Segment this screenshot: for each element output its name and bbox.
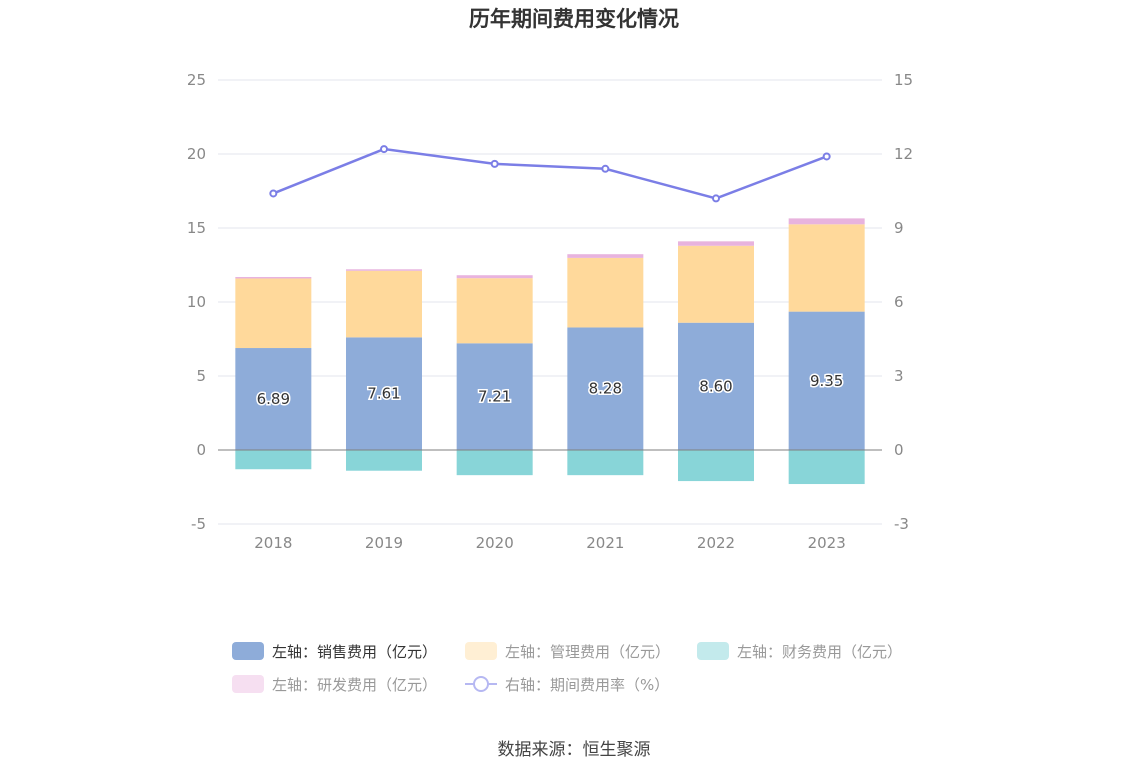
legend-swatch (232, 642, 264, 660)
right-tick-label: 15 (894, 71, 913, 89)
bar-segment[interactable] (235, 348, 312, 450)
left-tick-label: 5 (196, 367, 206, 385)
right-tick-label: 9 (894, 219, 904, 237)
bar-segment[interactable] (678, 241, 754, 246)
left-tick-label: 20 (187, 145, 206, 163)
bar-segment[interactable] (678, 450, 754, 482)
x-tick-label: 2018 (254, 534, 292, 552)
bar-segment[interactable] (567, 450, 644, 476)
legend-swatch (697, 642, 729, 660)
rate-line (272, 147, 828, 200)
bar-segment[interactable] (346, 270, 422, 338)
bar-segment[interactable] (235, 278, 312, 349)
bar-segment[interactable] (567, 257, 644, 328)
line-point[interactable] (380, 145, 388, 154)
rate-line-series (269, 145, 831, 203)
right-tick-label: -3 (894, 515, 909, 533)
x-tick-label: 2023 (808, 534, 846, 552)
bar-data-label: 8.60 (699, 377, 732, 395)
bar-segment[interactable] (346, 269, 422, 271)
legend-swatch (232, 675, 264, 693)
legend-item[interactable]: 左轴：研发费用（亿元） (232, 675, 437, 694)
left-tick-label: 0 (196, 441, 206, 459)
bar-segment[interactable] (788, 218, 865, 225)
line-point[interactable] (712, 194, 720, 203)
bar-data-label: 9.35 (810, 372, 843, 390)
x-tick-label: 2019 (365, 534, 403, 552)
line-point[interactable] (490, 159, 499, 168)
bar-segment[interactable] (346, 450, 422, 471)
bar-segment[interactable] (456, 450, 533, 476)
left-tick-label: 10 (187, 293, 206, 311)
legend-item[interactable]: 左轴：财务费用（亿元） (697, 642, 902, 661)
data-source: 数据来源：恒生聚源 (498, 740, 651, 760)
legend-item[interactable]: 右轴：期间费用率（%） (465, 676, 669, 694)
legend-label: 右轴：期间费用率（%） (505, 676, 669, 694)
bar-series (235, 218, 865, 485)
legend: 左轴：销售费用（亿元） 左轴：管理费用（亿元） 左轴：财务费用（亿元） 左轴：研发费用… (232, 642, 902, 694)
x-tick-label: 2022 (697, 534, 735, 552)
bar-segment[interactable] (235, 276, 312, 279)
legend-label: 左轴：研发费用（亿元） (272, 676, 437, 694)
legend-label: 左轴：管理费用（亿元） (505, 643, 670, 661)
bar-data-label: 7.61 (367, 385, 400, 403)
bar-segment[interactable] (456, 278, 533, 344)
bar-segment[interactable] (456, 275, 533, 279)
legend-item[interactable]: 左轴：销售费用（亿元） (232, 642, 437, 661)
left-tick-label: -5 (191, 515, 206, 533)
legend-swatch (465, 642, 497, 660)
right-tick-label: 6 (894, 293, 904, 311)
bar-segment[interactable] (567, 327, 644, 450)
legend-marker-icon (473, 676, 489, 692)
bar-segment[interactable] (788, 450, 865, 485)
bar-segment[interactable] (788, 224, 865, 312)
bar-segment[interactable] (235, 450, 312, 470)
left-tick-label: 15 (187, 219, 206, 237)
right-tick-label: 3 (894, 367, 904, 385)
chart-title: 历年期间费用变化情况 (469, 7, 679, 31)
right-tick-label: 0 (894, 441, 904, 459)
grid-lines (218, 79, 882, 525)
bar-segment[interactable] (346, 337, 422, 450)
line-point[interactable] (601, 164, 610, 173)
bar-segment[interactable] (678, 322, 754, 450)
right-tick-label: 12 (894, 145, 913, 163)
bar-segment[interactable] (788, 311, 865, 450)
right-axis: -3 0 3 6 9 12 15 (894, 71, 913, 533)
x-axis: 2018 2019 2020 2021 2022 2023 (254, 534, 846, 552)
x-tick-label: 2021 (586, 534, 624, 552)
legend-label: 左轴：财务费用（亿元） (737, 643, 902, 661)
left-axis: -5 0 5 10 15 20 25 (187, 71, 206, 533)
line-point[interactable] (269, 189, 278, 198)
bar-segment[interactable] (678, 245, 754, 323)
bar-segment[interactable] (567, 254, 644, 258)
x-tick-label: 2020 (476, 534, 514, 552)
bar-segment[interactable] (456, 343, 533, 450)
legend-item[interactable]: 左轴：管理费用（亿元） (465, 642, 670, 661)
line-point[interactable] (822, 152, 831, 161)
bar-data-label: 6.89 (257, 390, 290, 408)
left-tick-label: 25 (187, 71, 206, 89)
legend-label: 左轴：销售费用（亿元） (272, 643, 437, 661)
bar-data-label: 7.21 (478, 388, 511, 406)
bar-data-label: 8.28 (589, 380, 622, 398)
data-labels: 6.89 7.61 7.21 8.28 8.60 9.35 (255, 370, 845, 409)
